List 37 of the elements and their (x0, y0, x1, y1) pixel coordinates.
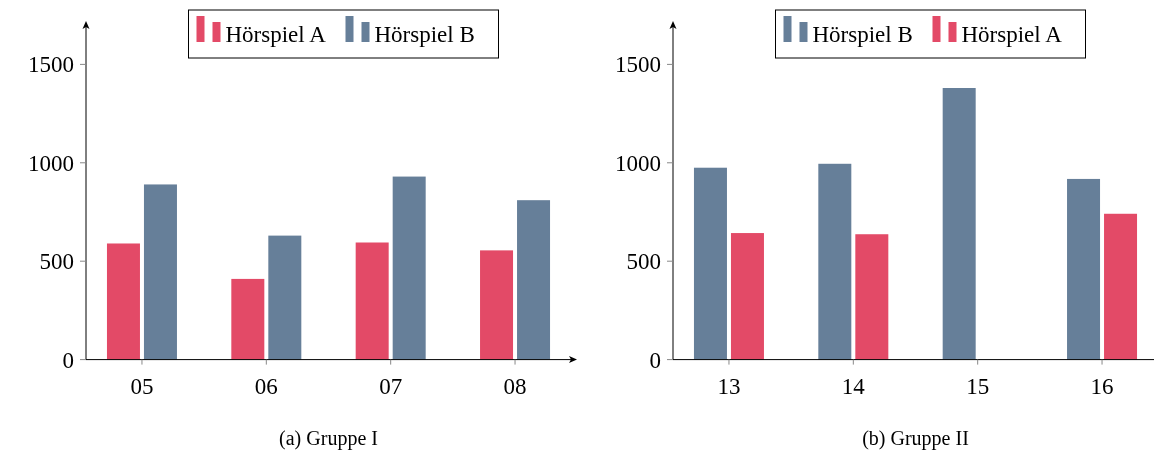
y-tick-label: 0 (62, 347, 74, 373)
x-tick-label: 13 (717, 373, 741, 399)
bar (143, 184, 177, 360)
y-tick-label: 0 (649, 347, 661, 373)
y-tick-label: 1500 (615, 52, 661, 78)
bar (855, 234, 889, 360)
legend-label: Hörspiel A (961, 22, 1063, 47)
text: (b) Gruppe II (862, 427, 969, 450)
y-tick-label: 1000 (28, 150, 74, 176)
x-tick-label: 16 (1090, 373, 1114, 399)
bar (231, 278, 265, 360)
text: (a) Gruppe I (279, 427, 378, 450)
bar (480, 250, 514, 360)
x-tick-label: 06 (254, 373, 278, 399)
bar (818, 163, 852, 360)
x-tick-label: 15 (966, 373, 990, 399)
bar (730, 233, 764, 360)
legend-label: Hörspiel B (812, 22, 913, 47)
x-tick-label: 14 (841, 373, 866, 399)
y-tick-label: 500 (39, 249, 74, 275)
bar (355, 242, 389, 360)
legend-label: Hörspiel A (225, 22, 327, 47)
x-tick-label: 05 (130, 373, 154, 399)
bar (517, 200, 551, 360)
x-tick-label: 08 (503, 373, 527, 399)
bar (268, 235, 302, 360)
bar (1104, 213, 1138, 360)
y-tick-label: 500 (626, 249, 661, 275)
legend-label: Hörspiel B (374, 22, 475, 47)
bar (693, 167, 727, 360)
x-tick-label: 07 (379, 373, 403, 399)
y-tick-label: 1000 (615, 150, 661, 176)
bar (1067, 178, 1101, 360)
bar (392, 176, 426, 360)
bar (106, 243, 140, 360)
bar (942, 88, 976, 360)
y-tick-label: 1500 (28, 52, 74, 78)
